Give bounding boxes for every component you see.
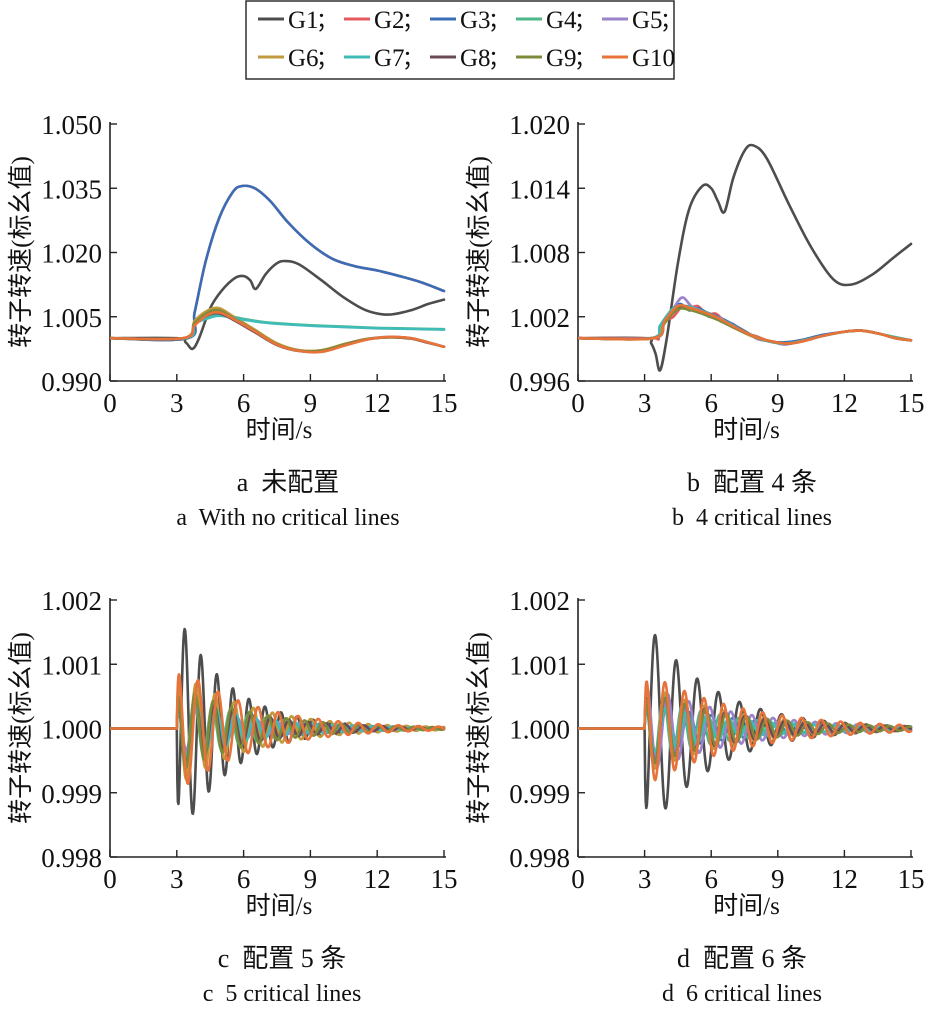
x-tick-label: 9	[771, 864, 785, 894]
series-line-g10	[110, 310, 446, 354]
caption-en: d 6 critical lines	[662, 981, 822, 1007]
series-group	[110, 627, 446, 816]
x-tick-label: 9	[304, 388, 318, 418]
caption-cn: b 配置 4 条	[687, 468, 817, 497]
legend-label-g7: G7	[374, 45, 405, 72]
x-axis-title: 时间/s	[713, 892, 780, 920]
x-tick-label: 0	[571, 388, 585, 418]
y-tick-label: 0.990	[41, 367, 102, 397]
chart-panel-d: 0 3 6 9 12 15 0.998 0.999 1.000 1.001 1.002 时间/s 转子转…	[465, 586, 925, 1007]
legend: G1； G2； G3； G4； G5；G6； G7； G8； G9； G10	[245, 0, 682, 80]
caption-en: a With no critical lines	[176, 505, 399, 531]
x-tick-label: 6	[704, 388, 718, 418]
legend-label-g1: G1	[288, 7, 319, 34]
y-tick-label: 0.998	[41, 843, 102, 873]
series-line-g10	[578, 304, 913, 345]
y-axis-title: 转子转速(标幺值)	[465, 156, 493, 348]
y-axis-title: 转子转速(标幺值)	[7, 156, 35, 348]
x-tick-label: 0	[103, 864, 117, 894]
legend-separator: ；	[660, 8, 682, 33]
caption-cn: a 未配置	[237, 468, 340, 497]
x-tick-label: 6	[704, 864, 718, 894]
series-line-g10	[110, 673, 446, 786]
chart-panel-b: 0 3 6 9 12 15 0.996 1.002 1.008 1.014 1.020 时间/s 转子转…	[465, 110, 925, 531]
legend-label-g5: G5	[632, 7, 663, 34]
y-tick-label: 0.998	[509, 843, 570, 873]
x-tick-label: 15	[431, 864, 458, 894]
legend-label-g10: G10	[632, 45, 675, 72]
legend-separator: ；	[488, 46, 510, 71]
legend-label-g2: G2	[374, 7, 405, 34]
x-tick-label: 9	[304, 864, 318, 894]
chart-panel-a: 0 3 6 9 12 15 0.990 1.005 1.020 1.035 1.050 时间/s 转子转…	[7, 110, 458, 531]
y-tick-label: 0.996	[509, 367, 570, 397]
series-line-g1	[578, 143, 913, 372]
x-tick-label: 12	[831, 388, 858, 418]
series-group	[578, 633, 913, 810]
x-tick-label: 15	[898, 388, 925, 418]
caption-cn: d 配置 6 条	[677, 944, 807, 973]
caption-en: b 4 critical lines	[672, 505, 832, 531]
legend-label-g6: G6	[288, 45, 319, 72]
legend-label-g3: G3	[460, 7, 491, 34]
x-tick-label: 3	[638, 388, 652, 418]
legend-separator: ；	[402, 8, 424, 33]
series-group	[110, 184, 446, 354]
x-axis-title: 时间/s	[713, 416, 780, 444]
x-tick-label: 15	[898, 864, 925, 894]
legend-separator: ；	[316, 8, 338, 33]
x-tick-label: 15	[431, 388, 458, 418]
legend-separator: ；	[574, 46, 596, 71]
y-tick-label: 1.014	[509, 174, 570, 204]
legend-separator: ；	[316, 46, 338, 71]
legend-separator: ；	[402, 46, 424, 71]
y-tick-label: 1.050	[41, 110, 102, 140]
x-tick-label: 12	[364, 864, 391, 894]
y-tick-label: 1.005	[41, 303, 102, 333]
x-tick-label: 12	[364, 388, 391, 418]
series-group	[578, 143, 913, 372]
y-tick-label: 1.001	[509, 650, 570, 680]
legend-separator: ；	[488, 8, 510, 33]
y-tick-label: 1.000	[509, 715, 570, 745]
y-tick-label: 1.008	[509, 239, 570, 269]
y-tick-label: 1.035	[41, 174, 102, 204]
x-tick-label: 0	[103, 388, 117, 418]
legend-label-g8: G8	[460, 45, 491, 72]
chart-panel-c: 0 3 6 9 12 15 0.998 0.999 1.000 1.001 1.002 时间/s 转子转…	[7, 586, 458, 1007]
y-tick-label: 1.020	[509, 110, 570, 140]
y-axis-title: 转子转速(标幺值)	[465, 632, 493, 824]
y-axis-title: 转子转速(标幺值)	[7, 632, 35, 824]
series-line-g7	[578, 304, 913, 345]
x-tick-label: 3	[638, 864, 652, 894]
y-tick-label: 0.999	[41, 779, 102, 809]
legend-separator: ；	[574, 8, 596, 33]
x-tick-label: 0	[571, 864, 585, 894]
y-tick-label: 0.999	[509, 779, 570, 809]
x-tick-label: 12	[831, 864, 858, 894]
y-tick-label: 1.002	[41, 586, 102, 616]
x-tick-label: 3	[170, 388, 184, 418]
x-tick-label: 9	[771, 388, 785, 418]
series-line-g10	[578, 680, 913, 782]
y-tick-label: 1.002	[509, 303, 570, 333]
x-tick-label: 6	[237, 388, 251, 418]
y-tick-label: 1.001	[41, 650, 102, 680]
y-tick-label: 1.000	[41, 715, 102, 745]
x-axis-title: 时间/s	[246, 892, 313, 920]
x-tick-label: 6	[237, 864, 251, 894]
legend-label-g4: G4	[546, 7, 577, 34]
legend-box	[245, 0, 675, 80]
panels: 0 3 6 9 12 15 0.990 1.005 1.020 1.035 1.050 时间/s 转子转…	[7, 110, 925, 1007]
series-line-g1	[110, 259, 446, 351]
x-axis-title: 时间/s	[246, 416, 313, 444]
caption-en: c 5 critical lines	[203, 981, 362, 1007]
series-line-g3	[110, 184, 446, 342]
caption-cn: c 配置 5 条	[218, 944, 347, 973]
y-tick-label: 1.020	[41, 239, 102, 269]
legend-label-g9: G9	[546, 45, 577, 72]
x-tick-label: 3	[170, 864, 184, 894]
y-tick-label: 1.002	[509, 586, 570, 616]
